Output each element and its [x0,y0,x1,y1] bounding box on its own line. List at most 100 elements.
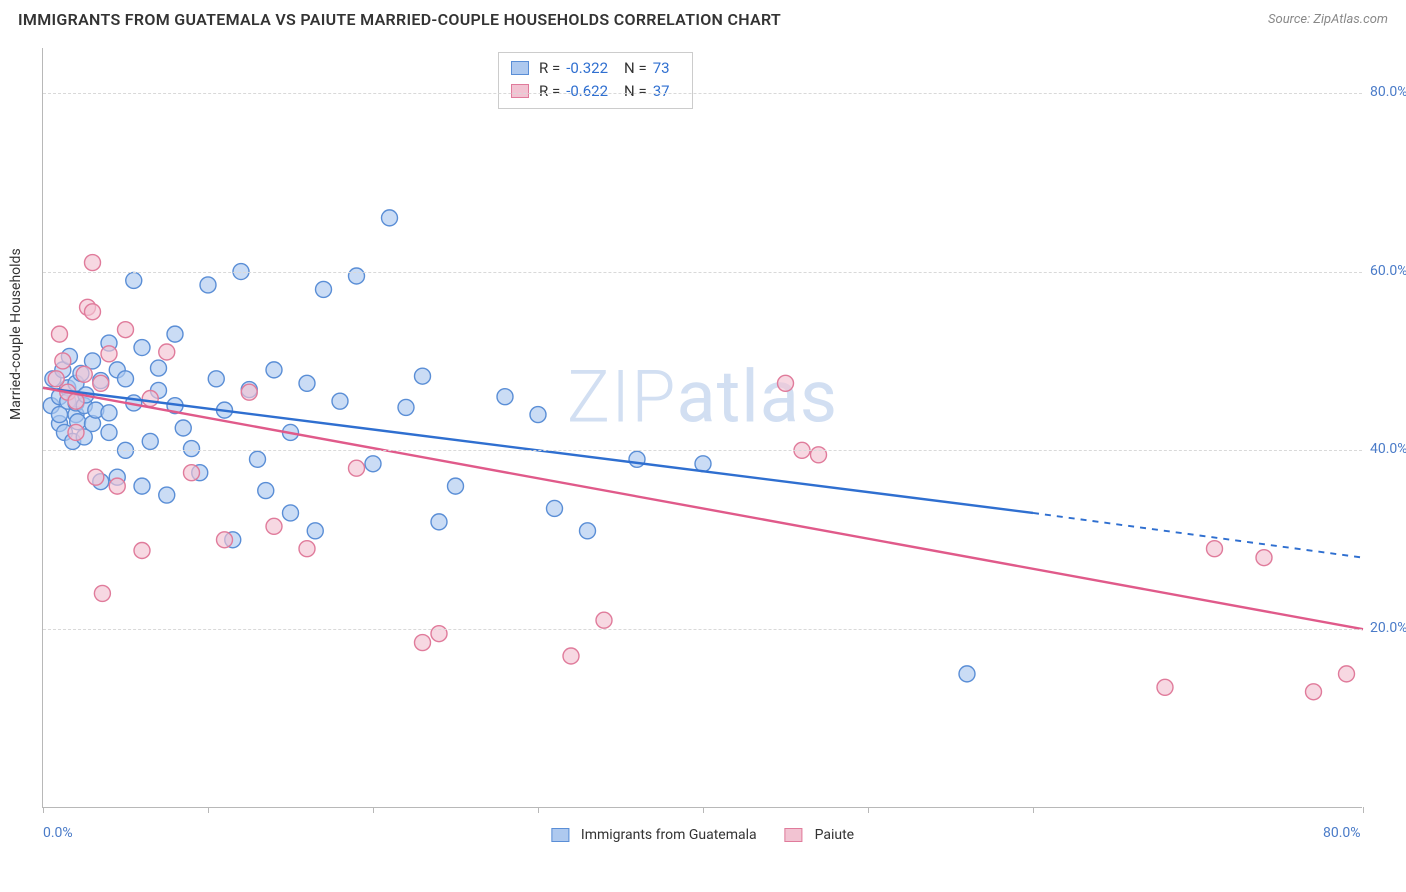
regression-line-paiute [43,388,1363,629]
scatter-point-guatemala [382,210,398,226]
scatter-point-paiute [55,353,71,369]
scatter-point-guatemala [126,272,142,288]
scatter-point-guatemala [266,362,282,378]
stats-row-guatemala: R = -0.322 N = 73 [511,57,680,80]
scatter-point-guatemala [101,424,117,440]
scatter-point-paiute [266,518,282,534]
y-tick-label: 80.0% [1370,84,1406,100]
scatter-point-guatemala [101,405,117,421]
scatter-point-paiute [596,612,612,628]
stats-row-paiute: R = -0.622 N = 37 [511,80,680,103]
stat-N-label: N = [624,80,647,103]
scatter-point-paiute [68,424,84,440]
legend-label-paiute: Paiute [815,827,855,843]
plot-area: ZIPatlas R = -0.322 N = 73 R = -0.622 N … [42,48,1362,808]
scatter-point-guatemala [134,478,150,494]
swatch-guatemala [511,61,529,75]
legend-label-guatemala: Immigrants from Guatemala [581,827,757,843]
legend-item-guatemala: Immigrants from Guatemala [551,827,757,843]
swatch-paiute [511,84,529,98]
scatter-point-guatemala [316,281,332,297]
scatter-point-guatemala [250,451,266,467]
scatter-svg [43,48,1363,808]
scatter-point-guatemala [365,456,381,472]
legend-item-paiute: Paiute [785,827,855,843]
scatter-point-guatemala [349,268,365,284]
chart-title: IMMIGRANTS FROM GUATEMALA VS PAIUTE MARR… [18,10,781,29]
scatter-point-paiute [76,366,92,382]
y-axis-label: Married-couple Households [8,248,24,420]
y-tick-label: 20.0% [1370,620,1406,636]
scatter-point-paiute [1306,684,1322,700]
scatter-point-guatemala [175,420,191,436]
scatter-point-guatemala [332,393,348,409]
scatter-point-guatemala [151,360,167,376]
swatch-paiute [785,828,803,842]
scatter-point-paiute [563,648,579,664]
stat-R-label: R = [539,80,560,103]
x-tick [868,807,869,813]
x-tick [208,807,209,813]
x-tick [1033,807,1034,813]
scatter-point-guatemala [184,441,200,457]
y-tick-label: 60.0% [1370,263,1406,279]
x-tick-label: 0.0% [43,825,73,841]
scatter-point-paiute [94,585,110,601]
scatter-point-guatemala [258,483,274,499]
scatter-point-guatemala [629,451,645,467]
swatch-guatemala [551,828,569,842]
scatter-point-guatemala [497,389,513,405]
scatter-point-paiute [811,447,827,463]
scatter-point-paiute [217,532,233,548]
scatter-point-guatemala [200,277,216,293]
gridline-h [43,450,1362,451]
scatter-point-guatemala [159,487,175,503]
stats-legend-box: R = -0.322 N = 73 R = -0.622 N = 37 [498,52,693,109]
scatter-point-guatemala [530,407,546,423]
scatter-point-paiute [431,626,447,642]
scatter-point-paiute [142,390,158,406]
x-tick [373,807,374,813]
scatter-point-paiute [778,375,794,391]
scatter-point-paiute [85,255,101,271]
scatter-point-guatemala [208,371,224,387]
scatter-point-paiute [1207,541,1223,557]
x-tick [43,807,44,813]
scatter-point-guatemala [959,666,975,682]
scatter-point-guatemala [398,399,414,415]
y-tick-label: 40.0% [1370,441,1406,457]
scatter-point-paiute [88,469,104,485]
stat-N-paiute: 37 [653,80,670,103]
scatter-point-guatemala [118,371,134,387]
scatter-point-paiute [184,465,200,481]
scatter-point-paiute [349,460,365,476]
stat-N-guatemala: 73 [653,57,670,80]
scatter-point-paiute [299,541,315,557]
stat-R-label: R = [539,57,560,80]
chart-container: IMMIGRANTS FROM GUATEMALA VS PAIUTE MARR… [0,0,1406,892]
scatter-point-guatemala [307,523,323,539]
scatter-point-guatemala [283,505,299,521]
gridline-h [43,93,1362,94]
x-tick-label: 80.0% [1323,825,1361,841]
scatter-point-paiute [93,375,109,391]
scatter-point-guatemala [448,478,464,494]
scatter-point-paiute [85,304,101,320]
scatter-point-guatemala [580,523,596,539]
scatter-point-paiute [1339,666,1355,682]
scatter-point-guatemala [299,375,315,391]
gridline-h [43,629,1362,630]
scatter-point-guatemala [547,500,563,516]
scatter-point-paiute [109,478,125,494]
scatter-point-guatemala [134,340,150,356]
scatter-point-guatemala [167,326,183,342]
x-tick [1363,807,1364,813]
x-tick [703,807,704,813]
scatter-point-paiute [159,344,175,360]
scatter-point-paiute [1157,679,1173,695]
stat-R-paiute: -0.622 [566,80,608,103]
scatter-point-paiute [415,635,431,651]
source-label: Source: ZipAtlas.com [1268,12,1388,27]
scatter-point-guatemala [431,514,447,530]
scatter-point-paiute [52,326,68,342]
